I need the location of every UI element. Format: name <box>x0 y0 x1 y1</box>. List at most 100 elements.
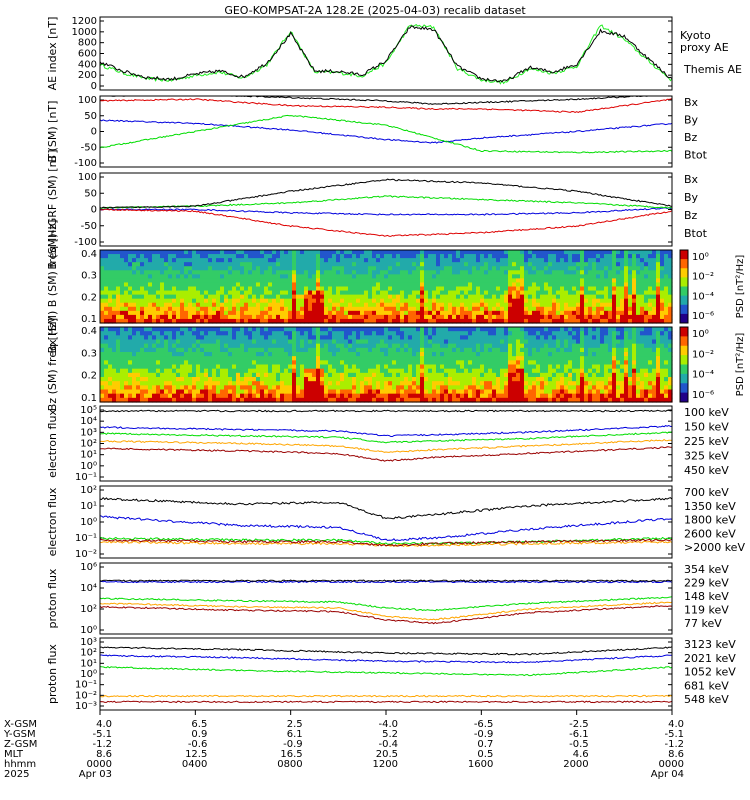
spectrogram-cell <box>544 282 549 288</box>
spectrogram-cell <box>396 360 401 366</box>
spectrogram-cell <box>204 389 209 395</box>
spectrogram-cell <box>340 274 345 279</box>
spectrogram-cell <box>232 306 237 312</box>
spectrogram-cell <box>364 356 369 361</box>
spectrogram-cell <box>536 254 541 259</box>
spectrogram-cell <box>296 385 301 391</box>
spectrogram-cell <box>496 377 501 382</box>
spectrogram-cell <box>456 310 461 316</box>
spectrogram-cell <box>168 393 173 399</box>
spectrogram-cell <box>124 352 129 357</box>
spectrogram-cell <box>144 254 149 259</box>
spectrogram-cell <box>440 372 445 378</box>
spectrogram-cell <box>528 372 533 378</box>
spectrogram-cell <box>112 262 117 267</box>
spectrogram-cell <box>656 274 661 279</box>
spectrogram-cell <box>488 278 493 284</box>
spectrogram-cell <box>384 343 389 349</box>
spectrogram-cell <box>484 335 489 341</box>
spectrogram-cell <box>248 393 253 399</box>
spectrogram-cell <box>260 290 265 296</box>
spectrogram-cell <box>556 258 561 263</box>
spectrogram-cell <box>592 389 597 395</box>
spectrogram-cell <box>216 372 221 378</box>
spectrogram-cell <box>432 393 437 399</box>
spectrogram-cell <box>596 266 601 271</box>
spectrogram-cell <box>272 266 277 271</box>
spectrogram-cell <box>244 347 249 353</box>
spectrogram-cell <box>120 254 125 259</box>
spectrogram-cell <box>232 274 237 279</box>
spectrogram-cell <box>668 270 673 275</box>
spectrogram-cell <box>368 343 373 349</box>
spectrogram-cell <box>528 343 533 349</box>
spectrogram-cell <box>380 278 385 284</box>
spectrogram-cell <box>396 266 401 271</box>
spectrogram-cell <box>372 393 377 399</box>
spectrogram-cell <box>176 343 181 349</box>
spectrogram-cell <box>120 360 125 366</box>
spectrogram-cell <box>104 372 109 378</box>
spectrogram-cell <box>376 318 381 324</box>
spectrogram-cell <box>132 339 137 345</box>
spectrogram-cell <box>148 270 153 275</box>
spectrogram-cell <box>548 393 553 399</box>
spectrogram-cell <box>604 397 609 403</box>
spectrogram-cell <box>460 282 465 288</box>
spectrogram-cell <box>520 262 525 267</box>
spectrogram-cell <box>360 368 365 374</box>
spectrogram-cell <box>564 327 569 332</box>
spectrogram-cell <box>464 266 469 271</box>
spectrogram-cell <box>444 270 449 275</box>
spectrogram-cell <box>156 298 161 304</box>
spectrogram-cell <box>496 372 501 378</box>
spectrogram-cell <box>592 314 597 320</box>
spectrogram-cell <box>472 302 477 308</box>
spectrogram-cell <box>156 302 161 308</box>
spectrogram-cell <box>496 266 501 271</box>
spectrogram-cell <box>340 258 345 263</box>
spectrogram-cell <box>560 274 565 279</box>
spectrogram-cell <box>324 352 329 357</box>
spectrogram-cell <box>212 356 217 361</box>
spectrogram-cell <box>152 278 157 284</box>
spectrogram-cell <box>504 356 509 361</box>
spectrogram-cell <box>452 347 457 353</box>
spectrogram-cell <box>124 266 129 271</box>
spectrogram-cell <box>560 258 565 263</box>
spectrogram-cell <box>432 339 437 345</box>
spectrogram-cell <box>204 274 209 279</box>
spectrogram-cell <box>168 327 173 332</box>
spectrogram-cell <box>432 274 437 279</box>
spectrogram-cell <box>596 381 601 386</box>
spectrogram-cell <box>584 377 589 382</box>
spectrogram-cell <box>224 270 229 275</box>
spectrogram-cell <box>132 331 137 336</box>
spectrogram-cell <box>172 286 177 292</box>
spectrogram-cell <box>392 368 397 374</box>
spectrogram-cell <box>296 368 301 374</box>
spectrogram-cell <box>140 372 145 378</box>
spectrogram-cell <box>104 389 109 395</box>
spectrogram-cell <box>388 393 393 399</box>
spectrogram-cell <box>388 282 393 288</box>
spectrogram-cell <box>164 327 169 332</box>
spectrogram-cell <box>484 368 489 374</box>
spectrogram-cell <box>156 360 161 366</box>
spectrogram-cell <box>428 343 433 349</box>
spectrogram-cell <box>312 278 317 284</box>
spectrogram-cell <box>284 270 289 275</box>
spectrogram-cell <box>512 368 517 374</box>
spectrogram-cell <box>352 306 357 312</box>
spectrogram-cell <box>576 262 581 267</box>
spectrogram-cell <box>276 393 281 399</box>
spectrogram-cell <box>404 343 409 349</box>
spectrogram-cell <box>668 294 673 300</box>
spectrogram-cell <box>640 254 645 259</box>
spectrogram-cell <box>320 347 325 353</box>
spectrogram-cell <box>284 282 289 288</box>
spectrogram-cell <box>204 302 209 308</box>
spectrogram-cell <box>388 389 393 395</box>
spectrogram-cell <box>512 306 517 312</box>
spectrogram-cell <box>332 294 337 300</box>
